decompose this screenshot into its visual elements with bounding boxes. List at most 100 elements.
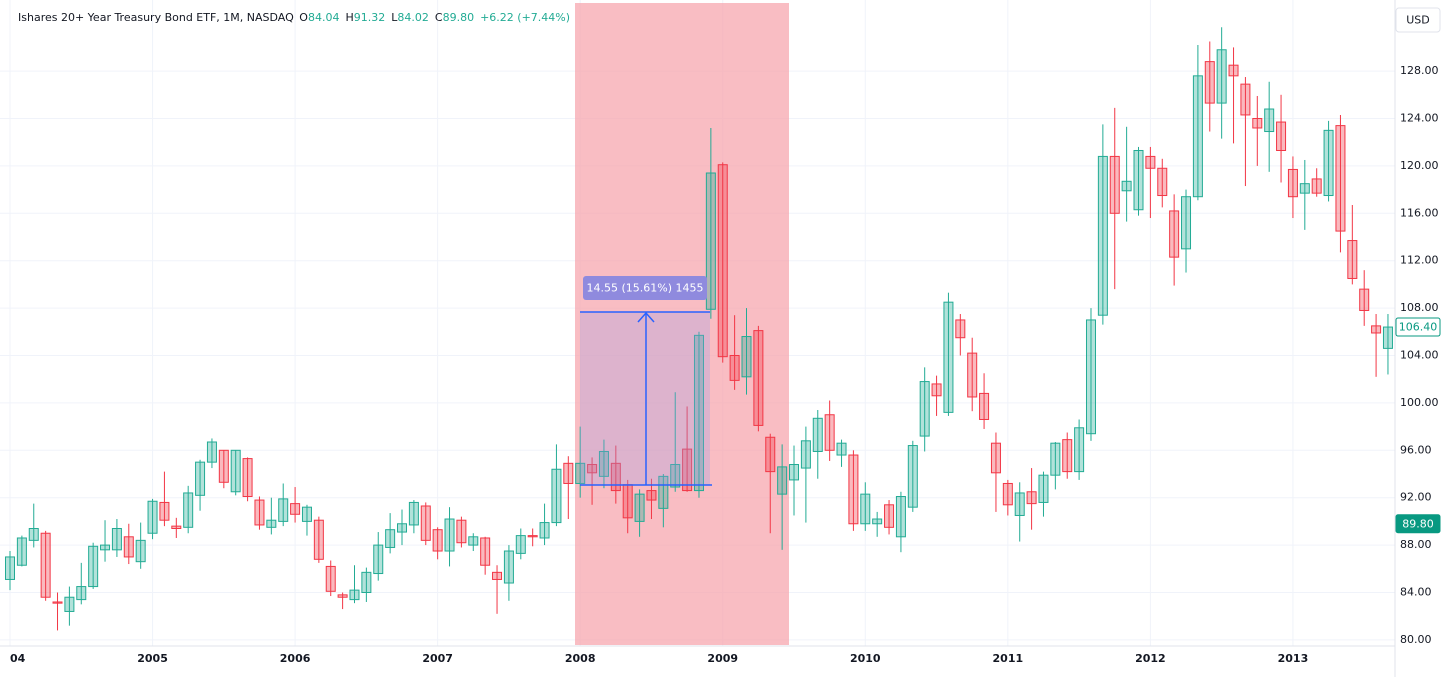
y-tick-label: 112.00	[1400, 254, 1439, 267]
candle-body	[290, 503, 301, 515]
candle-body	[123, 536, 134, 558]
candle-body	[111, 528, 122, 551]
candle-body	[313, 519, 324, 560]
candle-body	[1299, 183, 1310, 194]
header: Ishares 20+ Year Treasury Bond ETF, 1M, …	[18, 11, 570, 24]
y-tick-label: 80.00	[1400, 633, 1432, 646]
candle-body	[836, 442, 847, 456]
candle-body	[16, 537, 27, 566]
candle-body	[1252, 117, 1263, 129]
candle-body	[895, 496, 906, 538]
candle-body	[397, 523, 408, 533]
header-value: 89.80	[443, 11, 475, 24]
x-tick-label: 2009	[707, 652, 738, 665]
candle-body	[990, 442, 1001, 474]
candle-body	[848, 454, 859, 525]
header-value: 91.32	[354, 11, 386, 24]
header-change: +6.22 (+7.44%)	[480, 11, 570, 24]
candle-body	[717, 164, 728, 358]
candle-body	[1323, 129, 1334, 197]
x-tick-label: 2011	[993, 652, 1024, 665]
currency: USD	[1406, 14, 1430, 27]
candle-body	[1264, 108, 1275, 133]
candle-body	[1157, 167, 1168, 197]
candle-body	[337, 594, 348, 598]
candle-body	[76, 586, 87, 601]
candle-body	[777, 466, 788, 495]
candle-body	[492, 571, 503, 580]
y-tick-label: 88.00	[1400, 538, 1432, 551]
x-tick-label: 2008	[565, 652, 596, 665]
measure-label-box	[583, 276, 707, 300]
candle-body	[100, 544, 111, 551]
x-tick-label: 2007	[422, 652, 453, 665]
candle-body	[159, 501, 170, 521]
candle-body	[1038, 474, 1049, 503]
candle-body	[480, 537, 491, 566]
candle-body	[195, 461, 206, 496]
candle-body	[872, 518, 883, 525]
candle-body	[1169, 210, 1180, 258]
candle-body	[812, 417, 823, 452]
candle-body	[230, 449, 241, 493]
candle-body	[1276, 121, 1287, 151]
currency-box	[1395, 7, 1441, 33]
candle-body	[183, 492, 194, 528]
candle-body	[52, 601, 63, 604]
candle-body	[705, 172, 716, 310]
candle-body	[1026, 491, 1037, 505]
y-tick-label: 128.00	[1400, 64, 1439, 77]
candle-body	[266, 519, 277, 528]
candle-body	[64, 596, 75, 612]
candle-body	[658, 475, 669, 509]
candle-body	[1311, 178, 1322, 194]
price-label-box	[1395, 317, 1441, 337]
candle-body	[171, 525, 182, 530]
candle-body	[789, 464, 800, 481]
candle-body	[741, 336, 752, 378]
candle-body	[955, 319, 966, 339]
candle-body	[1062, 439, 1073, 473]
candle-body	[753, 330, 764, 426]
candle-body	[931, 383, 942, 397]
header-key: H	[345, 11, 353, 24]
candle-body	[1287, 168, 1298, 198]
candle-body	[622, 484, 633, 519]
candle-body	[325, 565, 336, 592]
candle-body	[527, 535, 538, 538]
candle-body	[373, 544, 384, 575]
candle-body	[1014, 492, 1025, 516]
candle-body	[551, 468, 562, 524]
candle-body	[765, 436, 776, 473]
candle-body	[919, 381, 930, 437]
candle-body	[1240, 83, 1251, 116]
candle-body	[420, 505, 431, 541]
candle-body	[135, 539, 146, 563]
candle-body	[539, 522, 550, 539]
y-tick-label: 104.00	[1400, 348, 1439, 361]
candle-body	[218, 449, 229, 483]
price-label: 89.80	[1402, 517, 1434, 530]
candle-body	[1121, 180, 1132, 192]
candle-body	[468, 536, 479, 546]
shaded-period	[575, 3, 789, 645]
price-label: 106.40	[1399, 321, 1438, 334]
candle-body	[385, 529, 396, 548]
candle-body	[88, 545, 99, 588]
candle-body	[1204, 61, 1215, 104]
candle-body	[301, 506, 312, 522]
candle-body	[1074, 427, 1085, 473]
candle-body	[361, 571, 372, 593]
candle-body	[729, 354, 740, 381]
y-tick-label: 92.00	[1400, 491, 1432, 504]
candle-body	[206, 441, 217, 463]
candle-body	[1228, 64, 1239, 77]
y-tick-label: 96.00	[1400, 443, 1432, 456]
candle-body	[515, 535, 526, 554]
candle-body	[242, 458, 253, 498]
x-tick-label: 2005	[137, 652, 168, 665]
candle-body	[907, 445, 918, 508]
y-tick-label: 124.00	[1400, 111, 1439, 124]
candle-body	[432, 529, 443, 552]
candle-body	[587, 464, 598, 474]
